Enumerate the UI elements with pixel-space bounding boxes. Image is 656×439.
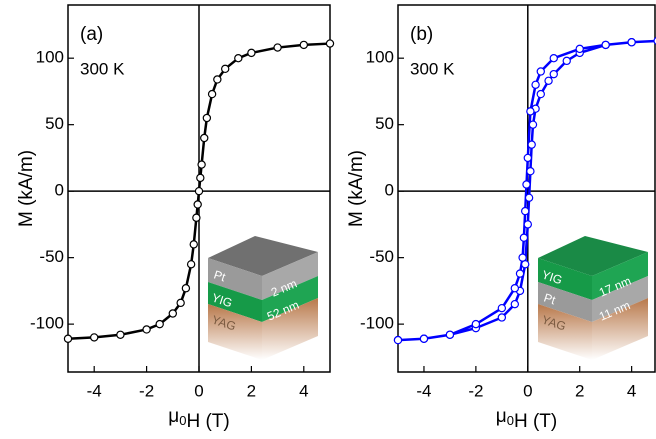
plot-frame — [397, 4, 656, 373]
data-point — [142, 325, 151, 334]
data-point — [601, 40, 610, 50]
data-point — [168, 309, 177, 318]
panel-label: (a) — [80, 24, 103, 45]
y-tick-label: 0 — [385, 181, 394, 200]
panel-label: (b) — [410, 24, 433, 45]
y-tick-label: -50 — [39, 247, 64, 266]
data-point — [176, 298, 185, 308]
data-point — [510, 299, 520, 309]
y-tick-label: 50 — [45, 114, 64, 133]
data-point — [196, 173, 205, 183]
data-point — [273, 43, 282, 52]
y-tick-label: 50 — [375, 114, 394, 133]
data-point — [575, 44, 584, 54]
y-axis-label: M (kA/m) — [16, 150, 37, 227]
data-point — [523, 153, 532, 163]
y-tick-label: -100 — [360, 314, 394, 333]
data-point — [527, 140, 536, 149]
y-tick-label: 0 — [55, 181, 64, 200]
data-point — [393, 335, 403, 345]
x-tick-label: 4 — [299, 381, 308, 400]
x-tick-label: 4 — [627, 381, 636, 400]
data-point — [207, 89, 217, 99]
data-point — [515, 269, 525, 278]
data-point — [627, 38, 636, 47]
layer-name: Pt — [542, 291, 558, 308]
data-point — [234, 53, 243, 63]
data-point — [523, 220, 532, 229]
data-point — [89, 333, 99, 342]
data-point — [536, 89, 545, 99]
x-tick-label: 0 — [523, 381, 532, 400]
y-tick-label: -50 — [369, 247, 394, 266]
layer-name: YIG — [210, 291, 234, 311]
data-point — [497, 313, 507, 322]
y-tick-label: 100 — [366, 48, 394, 67]
data-point — [526, 107, 535, 116]
data-point — [194, 186, 204, 196]
data-point — [536, 67, 545, 76]
data-point — [181, 284, 191, 293]
data-point — [531, 80, 540, 89]
y-tick-label: 100 — [36, 48, 64, 67]
x-axis-label: μ0H (T) — [168, 406, 229, 432]
data-point — [653, 37, 656, 45]
data-point — [247, 48, 256, 58]
data-point — [544, 76, 553, 85]
data-point — [419, 334, 429, 343]
data-point — [562, 56, 571, 66]
data-point — [528, 120, 538, 129]
data-point — [155, 319, 164, 329]
x-tick-label: -2 — [468, 381, 483, 400]
data-point — [497, 303, 507, 313]
panel — [393, 4, 656, 373]
data-point — [186, 260, 196, 269]
data-point — [325, 39, 335, 48]
data-point — [549, 53, 558, 63]
data-point — [202, 113, 212, 123]
data-point — [526, 167, 535, 176]
x-tick-label: -4 — [416, 381, 431, 400]
x-tick-label: 0 — [194, 381, 203, 400]
layer-inset: YIG 17 nm Pt 11 nm YAG — [538, 236, 648, 360]
data-point — [213, 75, 222, 84]
data-point — [197, 160, 206, 169]
x-tick-label: -4 — [87, 381, 102, 400]
x-tick-label: 2 — [575, 381, 584, 400]
data-point — [549, 69, 558, 79]
panel — [63, 4, 335, 373]
y-axis-label: M (kA/m) — [346, 150, 367, 227]
data-point — [193, 200, 202, 209]
temperature-label: 300 K — [410, 59, 455, 78]
data-point — [521, 206, 530, 216]
data-point — [299, 40, 308, 50]
temperature-label: 300 K — [80, 59, 125, 78]
data-point — [116, 330, 125, 339]
data-point — [510, 284, 520, 293]
layer-name: YIG — [540, 268, 564, 288]
data-point — [518, 253, 527, 262]
data-point — [519, 233, 529, 242]
data-point — [471, 319, 481, 329]
x-tick-label: 2 — [247, 381, 256, 400]
data-point — [63, 334, 73, 343]
y-tick-label: -100 — [30, 314, 64, 333]
x-axis-label: μ0H (T) — [496, 406, 557, 432]
data-point — [445, 330, 455, 339]
data-point — [192, 213, 201, 222]
data-point — [522, 180, 531, 189]
data-point — [189, 240, 198, 249]
data-point — [524, 193, 534, 203]
data-point — [220, 64, 230, 74]
x-tick-label: -2 — [139, 381, 154, 400]
layer-name: Pt — [212, 268, 228, 285]
data-point — [200, 133, 209, 143]
layer-inset: Pt 2 nm YIG 52 nm YAG — [208, 236, 318, 360]
